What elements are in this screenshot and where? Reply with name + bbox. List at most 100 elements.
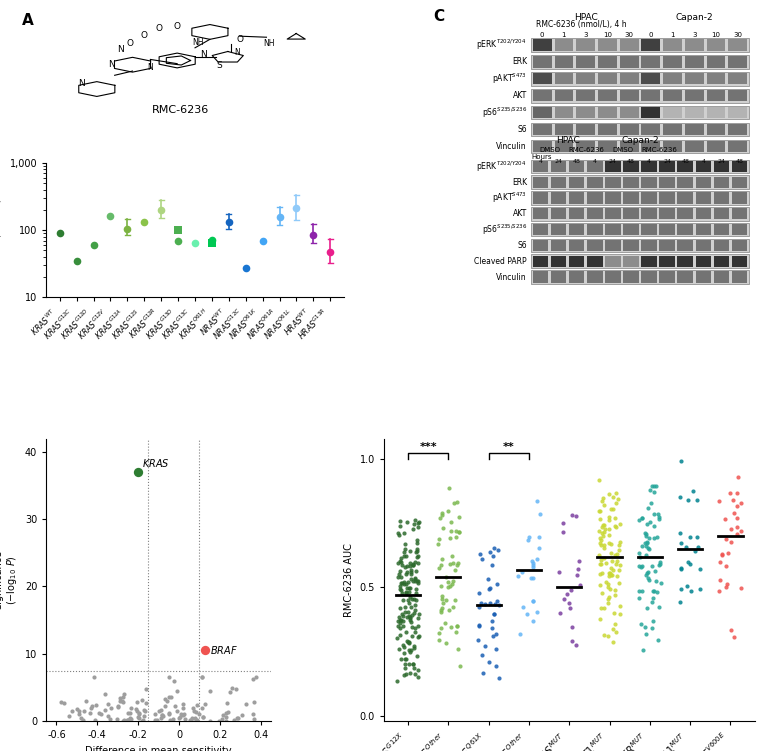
Point bbox=[391, 674, 403, 686]
Point bbox=[598, 499, 610, 511]
Point bbox=[411, 538, 424, 550]
Point bbox=[593, 474, 605, 486]
Point bbox=[607, 636, 619, 648]
Bar bbox=[623, 161, 639, 172]
Point bbox=[436, 590, 448, 602]
Point bbox=[512, 570, 524, 582]
Point bbox=[517, 601, 529, 613]
Text: 4: 4 bbox=[647, 159, 651, 164]
Bar bbox=[531, 192, 748, 205]
Bar bbox=[531, 38, 748, 52]
Point bbox=[408, 642, 420, 654]
Point bbox=[393, 643, 406, 655]
Point bbox=[452, 643, 464, 655]
Point bbox=[411, 534, 424, 546]
Bar bbox=[659, 240, 675, 251]
Point bbox=[607, 502, 619, 514]
Point bbox=[610, 626, 622, 638]
Point bbox=[602, 593, 614, 605]
Point bbox=[721, 578, 733, 590]
Point bbox=[527, 559, 539, 572]
Point bbox=[196, 701, 209, 713]
Point bbox=[112, 700, 124, 712]
Point bbox=[398, 647, 410, 659]
Point bbox=[477, 667, 489, 679]
Bar bbox=[659, 161, 675, 172]
Point bbox=[486, 559, 498, 572]
Point bbox=[639, 621, 651, 633]
Point bbox=[487, 550, 500, 562]
Point bbox=[598, 539, 611, 551]
Point bbox=[691, 531, 703, 543]
Point bbox=[651, 634, 664, 646]
Point bbox=[435, 622, 447, 634]
Point bbox=[162, 691, 175, 703]
Bar bbox=[598, 90, 617, 101]
Bar bbox=[641, 208, 657, 219]
Point bbox=[132, 466, 144, 478]
Text: 1: 1 bbox=[671, 32, 675, 38]
Point bbox=[155, 704, 167, 716]
Point bbox=[644, 517, 656, 529]
Point bbox=[595, 534, 608, 546]
Point bbox=[636, 540, 648, 552]
Point bbox=[453, 526, 465, 538]
Bar bbox=[714, 224, 729, 235]
Text: NH: NH bbox=[192, 38, 204, 47]
Point bbox=[172, 712, 185, 724]
Point bbox=[433, 627, 445, 639]
Point bbox=[731, 528, 743, 540]
Point bbox=[219, 707, 232, 719]
Point bbox=[400, 569, 412, 581]
Point bbox=[633, 559, 645, 572]
Point bbox=[606, 569, 618, 581]
Point bbox=[219, 715, 232, 727]
Point bbox=[125, 713, 137, 725]
Point bbox=[634, 550, 646, 562]
Point bbox=[409, 575, 421, 587]
Text: N: N bbox=[117, 45, 124, 54]
Point bbox=[131, 705, 143, 717]
Point bbox=[641, 602, 654, 614]
Point bbox=[221, 697, 233, 709]
Bar bbox=[685, 141, 704, 152]
Bar bbox=[663, 107, 682, 119]
Bar bbox=[576, 39, 595, 50]
Point bbox=[682, 556, 695, 569]
Text: pS6$^{S235/S236}$: pS6$^{S235/S236}$ bbox=[481, 106, 527, 120]
Point bbox=[122, 714, 134, 726]
Point bbox=[395, 584, 407, 596]
Bar bbox=[695, 161, 711, 172]
Point bbox=[224, 686, 236, 698]
Point bbox=[604, 502, 617, 514]
Point bbox=[594, 568, 606, 580]
Bar bbox=[641, 107, 660, 119]
Point bbox=[444, 526, 457, 538]
Point bbox=[99, 689, 112, 701]
Point bbox=[647, 614, 659, 626]
Bar bbox=[551, 271, 567, 282]
Point bbox=[177, 709, 189, 721]
Point bbox=[412, 556, 424, 569]
Point bbox=[445, 621, 457, 633]
Point bbox=[527, 572, 539, 584]
Point bbox=[713, 495, 725, 507]
Point bbox=[432, 538, 444, 550]
Point bbox=[594, 602, 607, 614]
Point bbox=[675, 490, 687, 502]
Point bbox=[598, 523, 611, 535]
Point bbox=[433, 634, 445, 646]
Point bbox=[156, 710, 169, 722]
Point bbox=[654, 556, 666, 568]
Point bbox=[392, 572, 404, 584]
Point bbox=[440, 637, 453, 649]
Point bbox=[410, 583, 422, 595]
Point bbox=[642, 575, 654, 587]
Bar bbox=[605, 208, 621, 219]
Point bbox=[412, 521, 424, 533]
Point bbox=[411, 551, 424, 563]
Point bbox=[436, 509, 448, 521]
Point bbox=[648, 481, 660, 493]
Point bbox=[607, 564, 619, 576]
Point bbox=[196, 671, 208, 683]
